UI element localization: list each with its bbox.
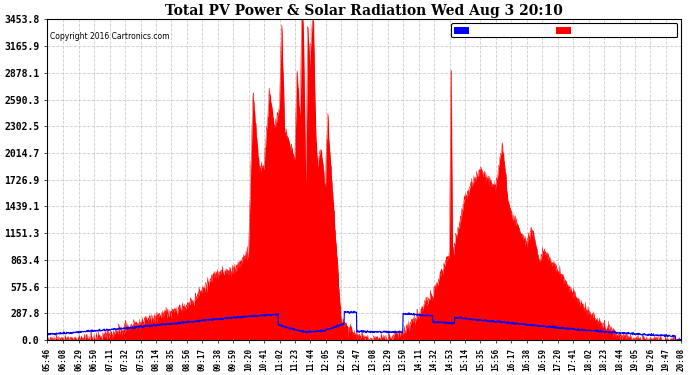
Legend: Radiation (w/m2), PV Panels (DC Watts): Radiation (w/m2), PV Panels (DC Watts) — [451, 24, 677, 38]
Title: Total PV Power & Solar Radiation Wed Aug 3 20:10: Total PV Power & Solar Radiation Wed Aug… — [166, 4, 563, 18]
Text: Copyright 2016 Cartronics.com: Copyright 2016 Cartronics.com — [50, 32, 170, 41]
